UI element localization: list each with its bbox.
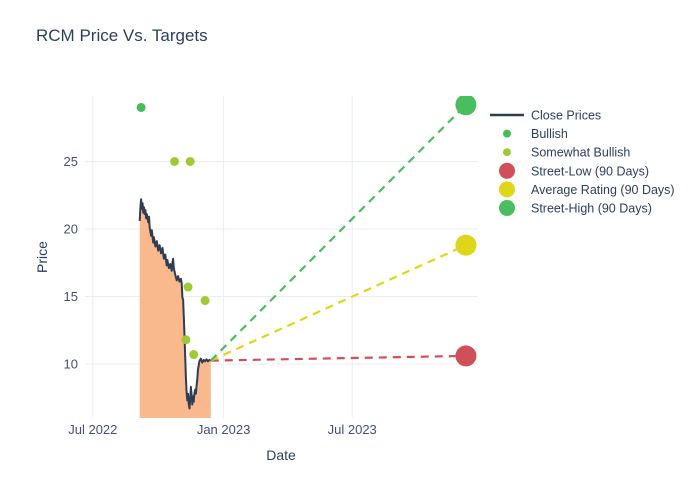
legend-item-street-low[interactable]: Street-Low (90 Days) [499, 162, 649, 179]
legend-item-street-high[interactable]: Street-High (90 Days) [499, 200, 652, 216]
legend-item-label: Somewhat Bullish [531, 146, 630, 160]
legend-somewhat-bullish-swatch-icon [503, 148, 511, 157]
x-tick-label: Jul 2022 [68, 422, 117, 437]
legend-item-label: Average Rating (90 Days) [531, 183, 675, 197]
target-line-average-rating [210, 244, 467, 362]
bullish-dot[interactable] [136, 102, 146, 112]
x-axis-title: Date [266, 447, 296, 463]
legend-item-bullish[interactable]: Bullish [503, 127, 568, 141]
y-tick-label: 25 [64, 154, 78, 169]
average-rating-marker[interactable] [455, 234, 477, 256]
plot-layer [136, 94, 477, 418]
legend: Close Prices Bullish Somewhat Bullish Stree… [490, 109, 675, 216]
somewhat-bullish-dot[interactable] [200, 296, 210, 306]
y-tick-label: 15 [64, 289, 78, 304]
y-tick-label: 20 [64, 221, 78, 236]
legend-item-label: Close Prices [531, 109, 601, 123]
y-tick-label: 10 [64, 356, 78, 371]
legend-street-high-swatch-icon [499, 200, 515, 216]
target-line-street-high [210, 103, 467, 362]
legend-item-label: Street-Low (90 Days) [531, 164, 649, 178]
somewhat-bullish-dot[interactable] [170, 156, 180, 166]
legend-bullish-swatch-icon [503, 129, 511, 138]
street-low-marker[interactable] [455, 345, 477, 367]
legend-item-average-rating[interactable]: Average Rating (90 Days) [499, 181, 675, 198]
legend-item-label: Bullish [531, 127, 568, 141]
legend-street-low-swatch-icon [499, 162, 515, 179]
legend-average-rating-swatch-icon [499, 181, 515, 198]
somewhat-bullish-dot[interactable] [185, 156, 195, 166]
chart-title: RCM Price Vs. Targets [36, 26, 208, 45]
close-prices-line [138, 198, 212, 410]
street-high-marker[interactable] [455, 94, 477, 116]
close-prices-area [139, 199, 211, 418]
x-tick-label: Jul 2023 [328, 422, 377, 437]
somewhat-bullish-dot[interactable] [181, 335, 191, 345]
somewhat-bullish-dot[interactable] [189, 350, 199, 360]
legend-item-label: Street-High (90 Days) [531, 202, 652, 216]
legend-item-close-prices[interactable]: Close Prices [490, 109, 601, 123]
legend-item-somewhat-bullish[interactable]: Somewhat Bullish [503, 146, 630, 160]
target-line-street-low [210, 354, 466, 362]
x-tick-label: Jan 2023 [197, 422, 251, 437]
somewhat-bullish-dot[interactable] [183, 282, 193, 292]
